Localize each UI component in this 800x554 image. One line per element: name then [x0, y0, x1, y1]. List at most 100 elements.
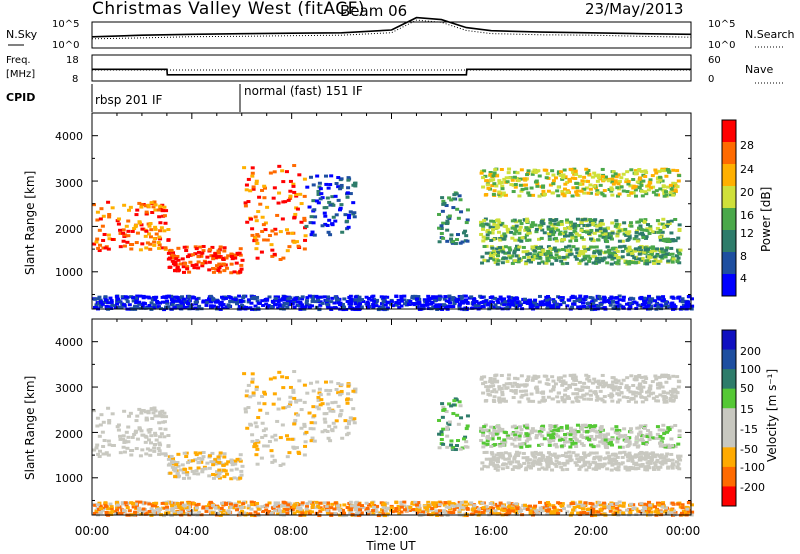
power-cell: [360, 298, 365, 302]
power-cell: [116, 297, 121, 301]
velocity-cell: [557, 502, 562, 506]
power-cell: [585, 230, 590, 234]
power-cell: [602, 189, 607, 193]
velocity-cell: [563, 433, 568, 437]
velocity-cell: [508, 454, 513, 458]
power-cell: [333, 219, 338, 223]
power-cell: [178, 304, 183, 308]
power-cell: [288, 179, 293, 183]
power-cell: [151, 205, 156, 209]
velocity-cell: [127, 414, 132, 418]
velocity-cell: [192, 472, 197, 476]
power-cell: [381, 306, 386, 310]
power-cell: [131, 296, 136, 300]
velocity-cell: [566, 440, 571, 444]
velocity-cell: [676, 385, 681, 389]
velocity-cell: [257, 401, 262, 405]
velocity-cell: [585, 377, 590, 381]
velocity-cell: [173, 505, 178, 509]
velocity-cell: [157, 441, 162, 445]
velocity-cell: [690, 510, 695, 514]
velocity-cell: [620, 461, 625, 465]
power-cell: [100, 302, 105, 306]
velocity-cell: [648, 510, 653, 514]
power-cell: [421, 304, 426, 308]
power-cell: [488, 296, 493, 300]
power-cell: [443, 295, 448, 299]
velocity-cell: [149, 407, 154, 411]
power-cell: [648, 297, 653, 301]
power-cell: [375, 298, 380, 302]
power-cell: [519, 168, 524, 172]
power-cell: [222, 262, 227, 266]
power-cell: [454, 192, 459, 196]
velocity-cell: [583, 455, 588, 459]
velocity-cell: [309, 439, 314, 443]
velocity-cell: [314, 405, 319, 409]
power-cell: [243, 204, 248, 208]
velocity-cell: [663, 461, 668, 465]
velocity-cell: [164, 415, 169, 419]
velocity-cell: [530, 378, 535, 382]
power-cell: [498, 238, 503, 242]
velocity-cell: [509, 389, 514, 393]
power-cb-label: Power [dB]: [759, 187, 773, 252]
velocity-cell: [529, 466, 534, 470]
power-cell: [208, 294, 213, 298]
power-cell: [175, 255, 180, 259]
velocity-cell: [626, 388, 631, 392]
power-cell: [281, 256, 286, 260]
power-cell: [506, 295, 511, 299]
velocity-cell: [488, 377, 493, 381]
velocity-cell: [294, 399, 299, 403]
velocity-cell: [353, 387, 358, 391]
velocity-cell: [140, 510, 145, 514]
velocity-cell: [609, 392, 614, 396]
power-cell: [590, 296, 595, 300]
velocity-cell: [557, 427, 562, 431]
power-cell: [293, 212, 298, 216]
power-cell: [348, 210, 353, 214]
velocity-cell: [455, 413, 460, 417]
velocity-cell: [94, 509, 99, 513]
velocity-cell: [171, 457, 176, 461]
power-cell: [649, 299, 654, 303]
velocity-cell: [261, 509, 266, 513]
power-cell: [514, 220, 519, 224]
velocity-cell: [614, 425, 619, 429]
power-cell: [491, 249, 496, 253]
power-cell: [246, 298, 251, 302]
velocity-cell: [205, 461, 210, 465]
velocity-cell: [333, 425, 338, 429]
power-cell: [145, 241, 150, 245]
power-cell: [658, 228, 663, 232]
power-cell: [253, 215, 258, 219]
velocity-cell: [447, 402, 452, 406]
velocity-cell: [348, 511, 353, 515]
power-cell: [492, 226, 497, 230]
velocity-cell: [278, 464, 283, 468]
power-cell: [646, 223, 651, 227]
power-cell: [176, 298, 181, 302]
power-cell: [461, 231, 466, 235]
power-cell: [565, 189, 570, 193]
velocity-cell: [225, 472, 230, 476]
velocity-cell: [574, 453, 579, 457]
power-cell: [581, 237, 586, 241]
power-cell: [185, 302, 190, 306]
velocity-cell: [503, 457, 508, 461]
power-cell: [287, 303, 292, 307]
velocity-cell: [171, 468, 176, 472]
power-cell: [565, 255, 570, 259]
power-cell: [288, 189, 293, 193]
power-cell: [329, 306, 334, 310]
velocity-cell: [607, 442, 612, 446]
velocity-cell: [510, 425, 515, 429]
power-cell: [571, 302, 576, 306]
power-cell: [686, 303, 691, 307]
power-cell: [611, 182, 616, 186]
velocity-cell: [530, 427, 535, 431]
velocity-cell: [671, 387, 676, 391]
power-cell: [157, 235, 162, 239]
power-cell: [572, 222, 577, 226]
